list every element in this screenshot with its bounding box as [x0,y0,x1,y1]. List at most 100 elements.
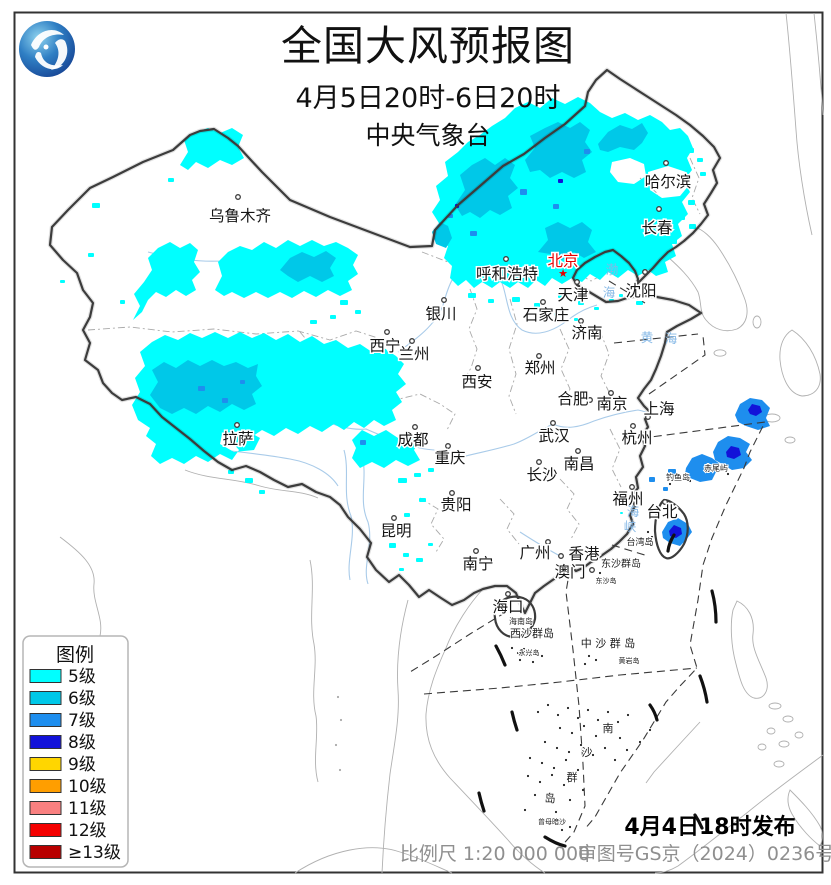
city-dot [656,206,662,212]
island-dot [606,710,610,714]
wind-speckle [488,299,494,303]
city-label: 武汉 [538,427,570,445]
island-dot [568,798,572,802]
sea-label: 峡 [624,519,637,534]
footer: 4月4日18时发布 比例尺 1:20 000 000 审图号GS京（2024）0… [400,814,831,865]
island-dot [579,743,583,747]
wind-speckle [399,568,404,571]
city-dot [663,160,669,166]
wind-speckle [700,172,706,176]
island-dot [543,740,547,744]
legend-swatch [29,669,62,683]
wind-speckle [689,224,696,229]
wind-patches [60,97,770,571]
island-dot [552,766,556,770]
island-dot [554,810,558,814]
island-label: 岛 [545,791,556,805]
foreign-island-dot [338,768,342,772]
wind-speckle [360,440,366,445]
page-title: 全国大风预报图 [281,22,575,70]
island-dot [638,740,642,744]
approval-number: 审图号GS京（2024）0236号 [578,843,831,865]
city-dot [409,338,415,344]
legend-swatch [29,713,62,727]
island-dot [650,535,654,539]
taiwan-island [653,498,689,560]
foreign-island-dot [339,718,343,722]
city-label: 昆明 [380,522,411,540]
city-label: 上海 [643,400,674,418]
island-dot [616,720,620,724]
legend-item-label: 12级 [68,821,107,841]
island-dot [688,479,692,483]
legend-title: 图例 [56,644,94,666]
wind-speckle [60,280,65,283]
sea-label: 海 [603,285,616,300]
city-label: 石家庄 [523,306,570,324]
foreign-coastlines [59,12,824,874]
island-dot [533,793,537,797]
wind-speckle [403,553,409,557]
wind-speckle [414,473,421,477]
island-dot [516,651,520,655]
city-label: 贵阳 [440,496,471,514]
wind-speckle [584,149,590,154]
island-dot [587,654,591,658]
city-dot [536,459,542,465]
legend-item-label: 7级 [68,711,96,731]
city-label: 南京 [596,395,627,413]
city-dot [235,194,241,200]
wind-speckle [620,512,623,514]
island-dot [581,788,585,792]
city-label: 济南 [571,324,602,342]
capital-beijing: ★ 北京 [546,251,580,281]
wind-speckle [416,558,423,562]
valid-period: 4月5日20时-6日20时 [296,83,561,114]
island-dot [613,758,617,762]
wind-speckle [663,487,668,491]
island-dot [726,472,730,476]
legend-item-label: 9级 [68,755,96,775]
island-dot [603,746,607,750]
island-label: 东沙岛 [596,576,617,585]
sea-labels: 渤海黄 海海峡 [603,262,678,534]
island-dot [598,571,602,575]
wind-speckle [340,300,348,305]
wind-speckle [198,386,205,391]
city-label: 郑州 [524,359,555,377]
island-label: 南 [603,722,614,735]
island-label: 沙 [582,746,593,759]
city-label: 香港 [568,545,600,563]
sea-label: 黄 [641,330,654,345]
wind-speckle [700,468,706,473]
island-dot [545,798,549,802]
hainan-island [493,595,537,639]
city-label: 台北 [646,503,678,521]
island-dot [576,768,580,772]
island-label: 永兴岛 [519,648,540,657]
island-dot [522,647,526,651]
island-dot [567,750,571,754]
city-dot [475,365,481,371]
wind-speckle [619,294,623,297]
island-dot [540,761,544,765]
city-label: 乌鲁木齐 [209,207,271,225]
wind-speckle [640,249,649,254]
legend-item-label: 6级 [68,689,96,709]
sea-label: 渤 [606,262,619,277]
issue-time: 4月4日18时发布 [624,814,795,840]
agency-name: 中央气象台 [365,121,490,150]
island-dot [558,726,562,730]
legend-item-label: 10级 [68,777,107,797]
wind-speckle [404,513,410,517]
foreign-island-dot [334,743,338,747]
wind-speckle [534,303,540,307]
wind-speckle [655,229,664,234]
island-dot [594,658,598,662]
city-label: 银川 [425,305,456,323]
island-dot [596,718,600,722]
city-label: 兰州 [398,345,429,363]
